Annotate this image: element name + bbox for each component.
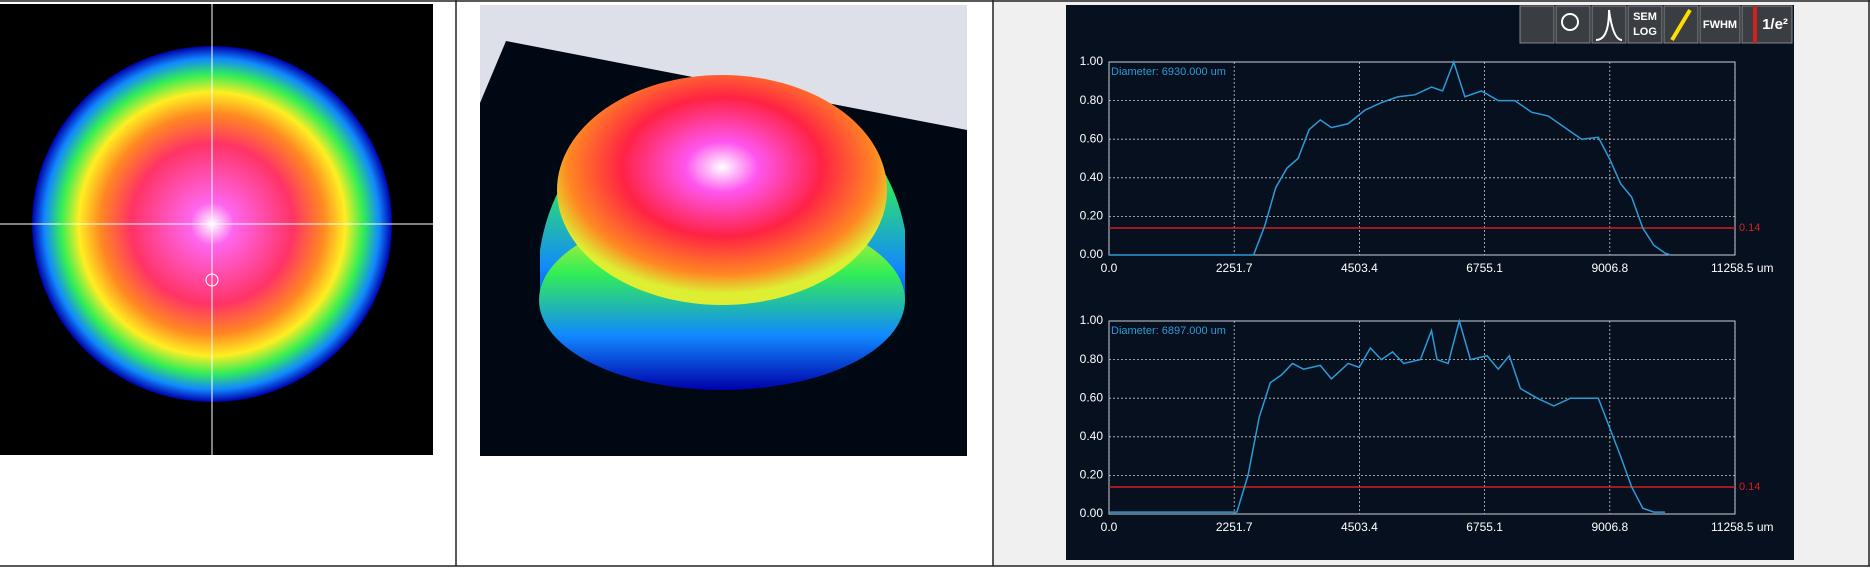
button-label: FWHM xyxy=(1703,19,1737,31)
zoom-icon xyxy=(1561,13,1579,31)
y-tick-label: 0.60 xyxy=(1080,390,1104,404)
y-tick-label: 0.00 xyxy=(1080,506,1104,520)
beam-image-2d xyxy=(0,4,433,455)
y-tick-label: 1.00 xyxy=(1080,313,1104,327)
x-tick-label: 11258.5 um xyxy=(1711,261,1774,275)
y-tick-label: 0.20 xyxy=(1080,209,1104,223)
x-tick-label: 9006.8 xyxy=(1591,520,1628,534)
x-tick-label: 9006.8 xyxy=(1591,261,1628,275)
button-label: 1/e² xyxy=(1762,16,1788,33)
y-tick-label: 0.80 xyxy=(1080,93,1104,107)
x-tick-label: 2251.7 xyxy=(1216,520,1253,534)
x-tick-label: 6755.1 xyxy=(1466,261,1503,275)
x-tick-label: 0.0 xyxy=(1101,520,1118,534)
profile-line xyxy=(1109,318,1666,513)
y-tick-label: 0.20 xyxy=(1080,468,1104,482)
beam-image-3d xyxy=(480,5,967,456)
save-button[interactable] xyxy=(1519,5,1555,44)
inverse-e2-button[interactable] xyxy=(1741,5,1793,44)
profile-line xyxy=(1109,59,1671,256)
annotation: Diameter: 6930.000 um xyxy=(1111,66,1226,78)
sem-log-button[interactable] xyxy=(1627,5,1663,44)
zoom-button[interactable] xyxy=(1555,5,1591,44)
y-tick-label: 0.00 xyxy=(1080,247,1104,261)
y-tick-label: 0.40 xyxy=(1080,170,1104,184)
y-tick-label: 0.60 xyxy=(1080,131,1104,145)
pointer-icon xyxy=(1670,8,1692,42)
y-tick-label: 0.80 xyxy=(1080,352,1104,366)
button-label: SEM xyxy=(1633,11,1657,23)
threshold-label: 0.14 xyxy=(1739,222,1760,234)
profile-panel xyxy=(1066,5,1794,560)
x-tick-label: 4503.4 xyxy=(1341,520,1378,534)
y-tick-label: 1.00 xyxy=(1080,54,1104,68)
x-tick-label: 6755.1 xyxy=(1466,520,1503,534)
y-tick-label: 0.40 xyxy=(1080,429,1104,443)
profile-icon xyxy=(1595,9,1623,41)
button-label: LOG xyxy=(1633,26,1657,38)
fwhm-button[interactable] xyxy=(1699,5,1741,44)
active-indicator xyxy=(1753,6,1757,43)
x-tick-label: 4503.4 xyxy=(1341,261,1378,275)
x-tick-label: 0.0 xyxy=(1101,261,1118,275)
threshold-label: 0.14 xyxy=(1739,481,1760,493)
charts: 0.00 0.20 0.40 0.60 0.80 1.00 0.0 2251.7 4503.4 6… xyxy=(1080,54,1774,534)
x-tick-label: 11258.5 um xyxy=(1711,520,1774,534)
annotation: Diameter: 6897.000 um xyxy=(1111,325,1226,337)
toolbar: SEM LOG FWHM 1/e² xyxy=(1519,5,1793,44)
x-tick-label: 2251.7 xyxy=(1216,261,1253,275)
